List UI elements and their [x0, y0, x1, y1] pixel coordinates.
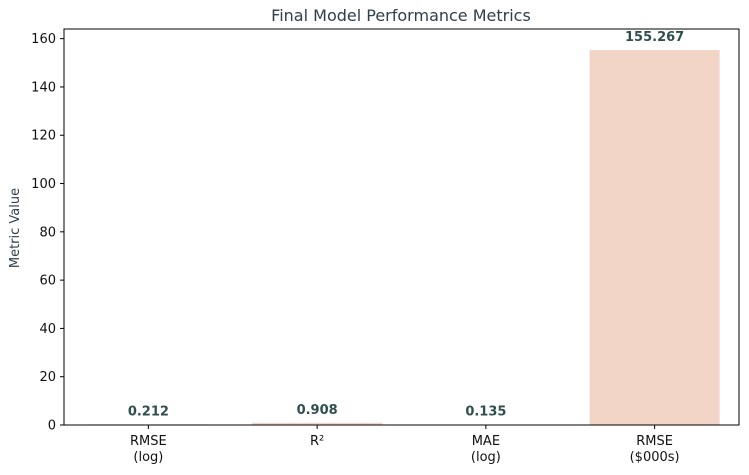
x-tick-label: MAE	[472, 434, 500, 449]
y-tick-label: 40	[39, 322, 56, 337]
data-label: 0.212	[128, 404, 169, 419]
x-tick-label: (log)	[471, 450, 501, 465]
x-tick-label: RMSE	[636, 434, 673, 449]
y-tick-label: 160	[31, 32, 56, 47]
y-tick-label: 100	[31, 177, 56, 192]
x-axis: RMSE(log)R² MAE(log)RMSE($000s)	[130, 425, 680, 465]
y-tick-label: 80	[39, 225, 56, 240]
y-tick-label: 140	[31, 80, 56, 95]
x-tick-label: RMSE	[130, 434, 167, 449]
y-axis: 0 20 40 60 80 100 120 140 160	[31, 32, 64, 434]
plot-frame	[63, 28, 740, 426]
bar	[252, 422, 383, 425]
y-tick-label: 120	[31, 129, 56, 144]
x-tick-label: ($000s)	[630, 450, 680, 465]
data-label: 155.267	[625, 30, 684, 45]
data-labels-group: 0.212 0.908 0.135 155.267	[128, 30, 684, 420]
x-tick-label: (log)	[133, 450, 163, 465]
bar	[589, 50, 720, 425]
y-axis-label: Metric Value	[8, 188, 23, 268]
chart-title: Final Model Performance Metrics	[271, 6, 531, 25]
y-tick-label: 60	[39, 274, 56, 289]
y-tick-label: 0	[48, 419, 56, 434]
data-label: 0.135	[465, 405, 506, 420]
data-label: 0.908	[297, 403, 338, 418]
y-tick-label: 20	[39, 370, 56, 385]
x-tick-label: R²	[310, 434, 324, 449]
bars-group	[83, 50, 720, 425]
